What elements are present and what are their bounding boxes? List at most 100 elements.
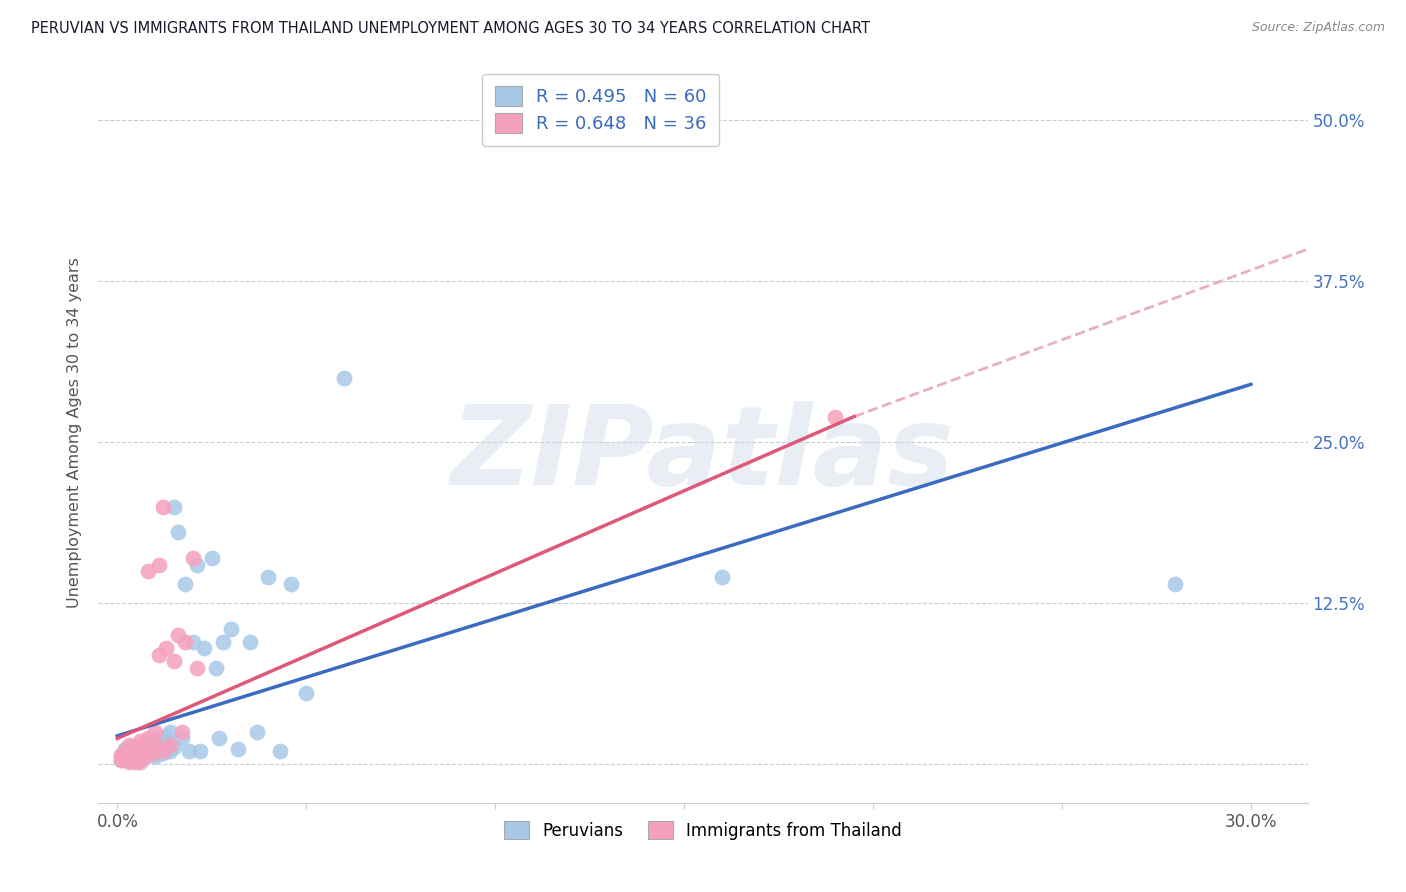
Point [190,744,212,758]
Point [204,660,226,674]
Point [152,732,174,747]
Point [269,744,291,758]
Point [141,746,163,760]
Point [121,741,143,756]
Point [129,734,152,748]
Point [333,371,356,385]
Text: Source: ZipAtlas.com: Source: ZipAtlas.com [1251,21,1385,34]
Point [121,750,143,764]
Point [132,741,155,756]
Point [129,746,152,760]
Point [110,753,132,767]
Point [110,748,132,763]
Point [136,734,159,748]
Point [148,747,170,761]
Point [136,731,159,746]
Point [295,686,318,700]
Point [148,737,170,751]
Point [143,737,166,751]
Point [129,744,152,758]
Point [163,740,186,755]
Point [219,622,242,636]
Point [155,641,177,656]
Text: ZIPatlas: ZIPatlas [451,401,955,508]
Point [114,752,136,766]
Point [125,752,148,766]
Point [125,755,148,769]
Point [141,738,163,752]
Point [179,744,201,758]
Point [181,635,204,649]
Point [159,725,181,739]
Point [257,570,280,584]
Point [136,564,159,578]
Point [136,743,159,757]
Text: PERUVIAN VS IMMIGRANTS FROM THAILAND UNEMPLOYMENT AMONG AGES 30 TO 34 YEARS CORR: PERUVIAN VS IMMIGRANTS FROM THAILAND UNE… [31,21,870,36]
Point [159,744,181,758]
Point [118,743,141,757]
Point [121,739,143,753]
Point [125,740,148,755]
Point [110,753,132,767]
Point [174,577,197,591]
Point [186,660,208,674]
Point [201,551,224,566]
Point [186,558,208,572]
Point [163,654,186,668]
Point [152,746,174,760]
Point [118,738,141,752]
Point [239,635,262,649]
Point [193,641,215,656]
Y-axis label: Unemployment Among Ages 30 to 34 years: Unemployment Among Ages 30 to 34 years [67,257,83,608]
Point [166,628,188,642]
Legend: Peruvians, Immigrants from Thailand: Peruvians, Immigrants from Thailand [498,814,908,847]
Point [246,725,269,739]
Point [155,729,177,743]
Point [114,741,136,756]
Point [114,747,136,761]
Point [148,648,170,662]
Point [125,747,148,761]
Point [166,525,188,540]
Point [208,731,231,746]
Point [129,737,152,751]
Point [125,740,148,755]
Point [118,753,141,767]
Point [155,741,177,756]
Point [280,577,302,591]
Point [114,750,136,764]
Point [110,749,132,764]
Point [170,725,193,739]
Point [1164,577,1187,591]
Point [226,741,249,756]
Point [114,744,136,758]
Point [141,747,163,761]
Point [148,558,170,572]
Point [181,551,204,566]
Point [118,747,141,761]
Point [125,752,148,766]
Point [212,635,235,649]
Point [129,755,152,769]
Point [132,750,155,764]
Point [710,570,733,584]
Point [121,749,143,764]
Point [824,409,846,424]
Point [163,500,186,514]
Point [118,748,141,763]
Point [143,749,166,764]
Point [170,731,193,746]
Point [132,739,155,753]
Point [143,725,166,739]
Point [174,635,197,649]
Point [136,748,159,763]
Point [159,738,181,752]
Point [132,748,155,763]
Point [143,731,166,746]
Point [136,743,159,757]
Point [143,744,166,758]
Point [121,746,143,760]
Point [129,749,152,764]
Point [152,744,174,758]
Point [118,755,141,769]
